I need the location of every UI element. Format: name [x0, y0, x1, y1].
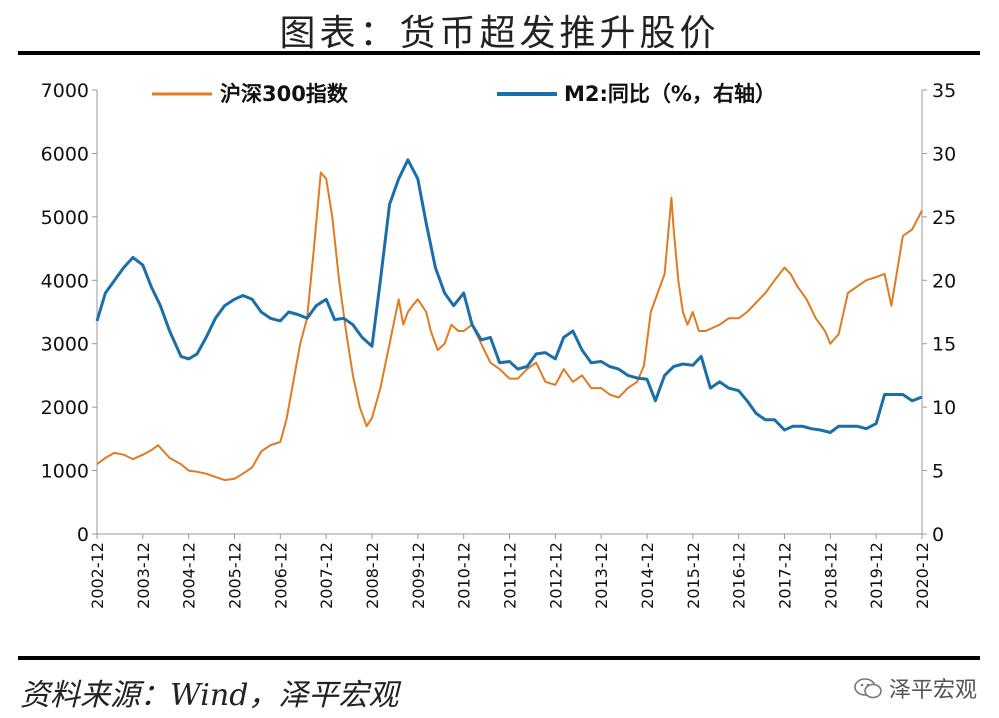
- legend-label-m2: M2:同比（%，右轴）: [564, 82, 776, 106]
- y-left-tick-label: 6000: [41, 143, 89, 165]
- y-right-tick-label: 5: [932, 461, 944, 483]
- x-tick-label: 2004-12: [180, 542, 199, 609]
- y-right-tick-label: 0: [932, 524, 944, 546]
- y-right-tick-label: 15: [932, 334, 956, 356]
- x-tick-label: 2007-12: [317, 542, 336, 609]
- x-tick-label: 2009-12: [409, 542, 428, 609]
- x-tick-label: 2016-12: [730, 542, 749, 609]
- y-left-tick-label: 7000: [41, 80, 89, 102]
- x-tick-label: 2018-12: [821, 542, 840, 609]
- x-tick-label: 2017-12: [776, 542, 795, 609]
- wechat-icon: [854, 678, 882, 699]
- source-note: 资料来源：Wind，泽平宏观: [20, 678, 399, 713]
- y-left-tick-label: 3000: [41, 334, 89, 356]
- x-tick-label: 2003-12: [134, 542, 153, 609]
- y-left-tick-label: 1000: [41, 461, 89, 483]
- x-tick-label: 2008-12: [363, 542, 382, 609]
- x-tick-label: 2013-12: [592, 542, 611, 609]
- x-tick-label: 2002-12: [88, 542, 107, 609]
- y-right-tick-label: 25: [932, 207, 956, 229]
- line-chart: 0 1000 2000 3000 4000 5000 6000 7000 0 5 10 15 20 25 3…: [41, 80, 957, 609]
- y-left-tick-label: 5000: [41, 207, 89, 229]
- x-tick-label: 2014-12: [638, 542, 657, 609]
- x-tick-label: 2015-12: [684, 542, 703, 609]
- y-right-tick-label: 20: [932, 270, 956, 292]
- x-tick-label: 2006-12: [271, 542, 290, 609]
- x-tick-label: 2012-12: [546, 542, 565, 609]
- y-right-tick-label: 30: [932, 143, 956, 165]
- y-left-tick-label: 2000: [41, 397, 89, 419]
- watermark-text: 泽平宏观: [888, 678, 977, 703]
- series-line-m2: [95, 158, 923, 434]
- watermark: 泽平宏观: [853, 672, 977, 704]
- series-line-csi300: [96, 171, 923, 482]
- x-tick-label: 2010-12: [455, 542, 474, 609]
- y-left-tick-label: 0: [77, 524, 89, 546]
- chart-title: 图表：货币超发推升股价: [279, 13, 720, 54]
- x-tick-label: 2019-12: [867, 542, 886, 609]
- legend-label-csi300: 沪深300指数: [220, 82, 349, 106]
- y-right-tick-label: 35: [932, 80, 956, 102]
- legend: 沪深300指数 M2:同比（%，右轴）: [152, 82, 776, 106]
- y-right-tick-label: 10: [932, 397, 956, 419]
- bottom-rule: [18, 656, 980, 660]
- top-rule: [18, 51, 980, 55]
- x-tick-label: 2005-12: [226, 542, 245, 609]
- x-tick-label: 2020-12: [913, 542, 932, 609]
- y-left-tick-label: 4000: [41, 270, 89, 292]
- x-tick-label: 2011-12: [501, 542, 520, 609]
